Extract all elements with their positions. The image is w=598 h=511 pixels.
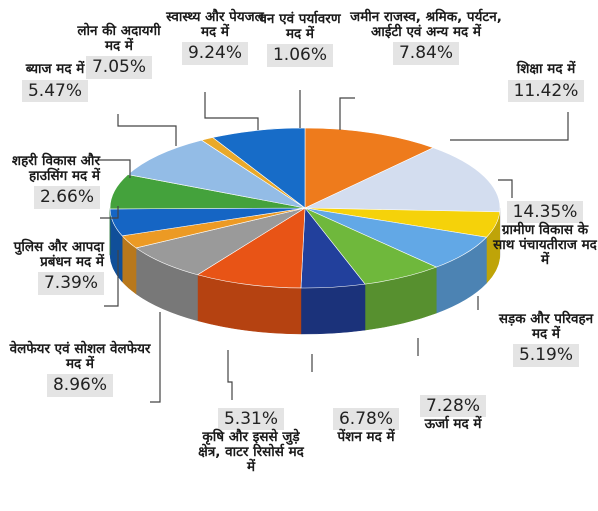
slice-value-label: 1.06% — [266, 44, 333, 67]
slice-label-name: शहरी विकास और हाउसिंग मद में — [11, 153, 100, 184]
slice-value-label: 7.05% — [85, 56, 152, 79]
slice-value-label: 8.96% — [46, 374, 113, 397]
leader-line-8 — [104, 250, 119, 307]
slice-label-10: ब्याज मद में 5.47% — [14, 62, 96, 102]
slice-label-12: स्वास्थ्य और पेयजल मद में 9.24% — [166, 10, 264, 65]
slice-label-name: सड़क और परिवहन मद में — [498, 311, 594, 342]
leader-line-6 — [227, 350, 233, 400]
slice-label-name: शिक्षा मद में — [516, 61, 576, 77]
leader-line-12 — [204, 92, 259, 130]
slice-label-3: सड़क और परिवहन मद में 5.19% — [494, 312, 598, 367]
slice-label-name: जमीन राजस्व, श्रमिक, पर्यटन, आईटी एवं अन… — [350, 9, 502, 40]
slice-label-7: वेलफेयर एवं सोशल वेलफेयर मद में 8.96% — [2, 342, 158, 397]
slice-label-5: 6.78% पेंशन मद में — [318, 405, 414, 445]
slice-label-4: 7.28% ऊर्जा मद में — [398, 392, 508, 432]
slice-value-label: 14.35% — [506, 201, 584, 224]
slice-label-11: लोन की अदायगी मद में 7.05% — [70, 24, 168, 79]
slice-value-label: 5.47% — [21, 79, 88, 102]
slice-value-label: 2.66% — [33, 186, 100, 209]
leader-line-1 — [450, 112, 569, 141]
slice-14 — [212, 127, 306, 209]
leader-lines — [98, 90, 569, 403]
pie-top — [109, 127, 501, 289]
slice-value-label: 11.42% — [507, 79, 585, 102]
slice-label-13: वन एवं पर्यावरण मद में 1.06% — [258, 12, 342, 67]
slice-label-name: वन एवं पर्यावरण मद में — [259, 11, 341, 42]
slice-label-name: पुलिस और आपदा प्रबंधन मद में — [13, 239, 104, 270]
slice-label-8: पुलिस और आपदा प्रबंधन मद में 7.39% — [0, 240, 104, 295]
slice-value-label: 9.24% — [181, 42, 248, 65]
slice-value-label: 6.78% — [332, 408, 399, 431]
pie-side-walls — [109, 207, 501, 335]
slice-label-name: पेंशन मद में — [337, 429, 395, 446]
slice-label-name: ग्रामीण विकास के साथ पंचायतीराज मद में — [493, 222, 597, 268]
leader-line-14 — [339, 97, 355, 130]
leader-line-10 — [98, 159, 131, 178]
slice-2 — [304, 147, 501, 213]
slice-7 — [196, 207, 306, 289]
slice-label-name: ऊर्जा मद में — [424, 416, 482, 433]
slice-label-name: कृषि और इससे जुड़े क्षेत्र, वाटर रिसोर्स… — [198, 429, 304, 475]
slice-label-14: जमीन राजस्व, श्रमिक, पर्यटन, आईटी एवं अन… — [350, 10, 502, 65]
leader-line-2 — [498, 179, 513, 198]
slice-value-label: 7.39% — [37, 272, 104, 295]
slice-label-name: ब्याज मद में — [25, 61, 85, 77]
slice-value-label: 5.19% — [512, 344, 579, 367]
slice-label-2: 14.35% ग्रामीण विकास के साथ पंचायतीराज मद… — [492, 198, 598, 267]
slice-label-9: शहरी विकास और हाउसिंग मद में 2.66% — [0, 154, 100, 209]
slice-1 — [304, 127, 435, 209]
slice-label-name: स्वास्थ्य और पेयजल मद में — [166, 9, 264, 40]
slice-value-label: 7.84% — [392, 42, 459, 65]
slice-value-label: 5.31% — [217, 408, 284, 431]
slice-label-6: 5.31% कृषि और इससे जुड़े क्षेत्र, वाटर रि… — [196, 405, 306, 474]
leader-line-7 — [150, 312, 161, 403]
slice-label-name: लोन की अदायगी मद में — [77, 23, 161, 54]
slice-value-label: 7.28% — [419, 395, 486, 418]
slice-side-6 — [300, 283, 366, 335]
leader-line-11 — [117, 114, 177, 146]
slice-label-name: वेलफेयर एवं सोशल वेलफेयर मद में — [9, 341, 151, 372]
slice-label-1: शिक्षा मद में 11.42% — [500, 62, 592, 102]
leader-line-9 — [100, 206, 119, 219]
